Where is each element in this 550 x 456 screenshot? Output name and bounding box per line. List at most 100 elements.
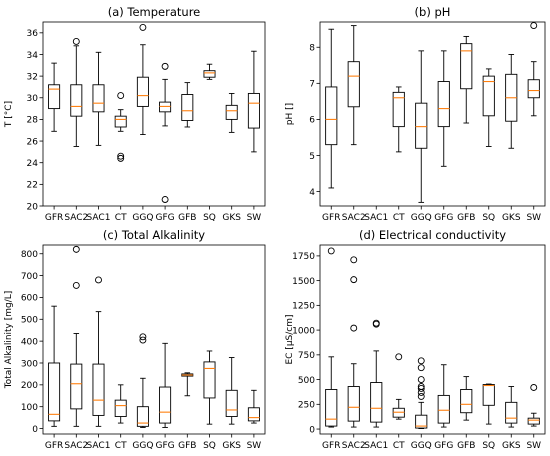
x-tick-label: SQ [203,441,216,451]
total-alkalinity-boxplot-panel: (c) Total Alkalinity 0 100 200 300 400 500 600 7… [4,228,266,451]
y-tick-label: 250 [298,401,315,411]
outlier-point [417,392,425,400]
x-tick-label: CT [393,441,405,451]
box-ct [392,353,405,420]
box-ct [392,86,405,153]
x-tick-label: CT [115,441,127,451]
outlier-point [417,357,425,365]
box-sac1 [370,319,383,428]
outlier-point [72,38,80,45]
x-tick-label: GGQ [132,441,153,451]
iqr-box [527,417,540,425]
y-tick-label: 800 [21,250,38,260]
y-tick-label: 20 [27,202,39,212]
iqr-box [370,382,383,423]
x-tick-label: SW [526,441,541,451]
box-sac2 [70,38,83,147]
x-tick-label: SW [247,213,262,223]
iqr-box [114,399,127,417]
y-tick-label: 30 [27,94,39,104]
chart-title: (d) Electrical conductivity [359,228,506,242]
iqr-box [505,401,518,424]
y-tick-label: 36 [27,29,39,39]
outlier-point [72,281,80,289]
iqr-box [437,394,450,424]
iqr-box [392,91,405,128]
iqr-box [247,407,260,422]
iqr-box [92,84,105,113]
x-tick-label: SW [247,441,262,451]
box-gfg [159,62,172,203]
y-tick-label: 500 [298,376,315,386]
box-sq [203,350,216,425]
box-gfr [325,28,338,189]
y-tick-label: 28 [27,116,39,126]
box-sw [527,22,540,117]
x-tick-label: SAC1 [364,441,388,451]
y-tick-label: 24 [27,159,39,169]
iqr-box [225,389,238,417]
box-sq [482,383,495,425]
iqr-box [460,43,473,90]
x-tick-label: SAC2 [342,213,366,223]
box-ggq [136,333,149,428]
box-sq [203,63,216,80]
y-tick-label: 4 [309,188,315,198]
box-sw [527,384,540,427]
iqr-box [48,84,61,110]
box-gks [505,54,518,149]
x-tick-label: GGQ [411,213,432,223]
outlier-point [372,320,380,328]
box-ct [114,92,127,162]
x-tick-label: GFB [178,441,196,451]
x-tick-label: SQ [482,213,495,223]
x-tick-label: GFG [156,441,175,451]
y-tick-label: 100 [21,403,38,413]
x-tick-label: GFB [178,213,196,223]
y-tick-label: 34 [27,51,39,61]
outlier-point [417,388,425,396]
outlier-point [417,376,425,384]
y-tick-label: 600 [21,294,38,304]
iqr-box [460,389,473,414]
y-axis-label: Total Alkalinity [mg/L] [4,291,14,390]
x-tick-label: CT [393,213,405,223]
temperature-boxplot-panel: (a) Temperature 20 22 24 26 28 30 32 34 36 T [°C] G… [4,5,266,223]
x-tick-label: GFG [156,213,175,223]
iqr-box [247,92,260,129]
outlier-point [117,92,125,100]
box-gfb [181,372,194,397]
iqr-box [48,362,61,422]
x-tick-label: SAC1 [364,213,388,223]
plot-frame [319,21,546,207]
x-tick-label: SAC2 [64,213,88,223]
box-sac1 [92,51,105,146]
x-tick-label: GFR [45,441,63,451]
electrical-conductivity-boxplot-panel: (d) Electrical conductivity 0 250 500 750 100… [285,228,546,451]
y-tick-label: 6 [309,116,315,126]
x-tick-label: GKS [502,441,521,451]
iqr-box [225,104,238,120]
box-sw [247,389,260,424]
y-tick-label: 750 [298,351,315,361]
chart-title: (b) pH [415,5,451,19]
iqr-box [70,363,83,410]
x-tick-label: GFR [322,441,340,451]
iqr-box [203,70,216,78]
x-tick-label: SQ [203,213,216,223]
outlier-point [530,384,538,391]
x-tick-label: SAC2 [342,441,366,451]
x-tick-label: CT [115,213,127,223]
outlier-point [161,62,169,70]
iqr-box [159,386,172,424]
x-tick-label: GGQ [411,441,432,451]
iqr-box [136,406,149,427]
y-tick-label: 32 [27,72,38,82]
x-tick-label: GKS [222,441,241,451]
chart-title: (a) Temperature [108,5,201,19]
y-tick-label: 500 [21,316,38,326]
y-tick-label: 8 [309,44,315,54]
outlier-point [161,196,169,203]
box-gfb [181,82,194,128]
